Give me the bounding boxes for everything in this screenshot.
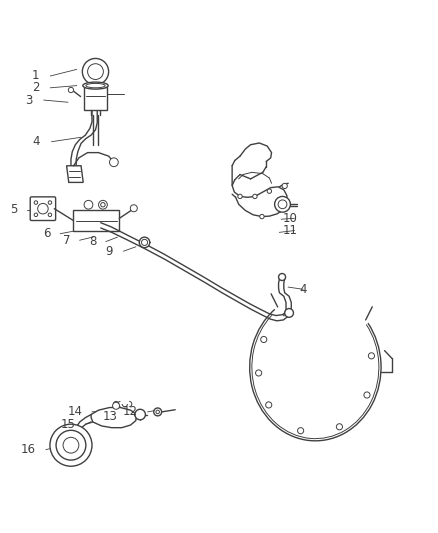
- Circle shape: [82, 59, 109, 85]
- Circle shape: [253, 194, 257, 199]
- Circle shape: [267, 189, 272, 193]
- Circle shape: [336, 424, 343, 430]
- Circle shape: [282, 183, 287, 189]
- Text: 7: 7: [63, 233, 70, 247]
- Text: 4: 4: [299, 283, 307, 296]
- Circle shape: [63, 437, 79, 453]
- Circle shape: [113, 402, 120, 409]
- Circle shape: [238, 194, 242, 199]
- Circle shape: [101, 203, 105, 207]
- Circle shape: [285, 309, 293, 317]
- Text: 15: 15: [60, 418, 75, 431]
- Circle shape: [279, 273, 286, 280]
- Circle shape: [275, 197, 290, 212]
- Polygon shape: [91, 408, 137, 427]
- Text: 12: 12: [123, 406, 138, 418]
- Circle shape: [368, 353, 374, 359]
- Circle shape: [88, 64, 103, 79]
- Circle shape: [110, 158, 118, 167]
- Circle shape: [260, 214, 264, 219]
- FancyBboxPatch shape: [84, 87, 107, 110]
- FancyBboxPatch shape: [74, 210, 119, 231]
- Circle shape: [261, 336, 267, 343]
- Circle shape: [38, 204, 48, 214]
- Circle shape: [156, 410, 159, 414]
- Text: 5: 5: [10, 203, 18, 216]
- Text: 4: 4: [33, 135, 40, 148]
- Circle shape: [139, 237, 150, 248]
- Circle shape: [34, 213, 38, 216]
- Circle shape: [364, 392, 370, 398]
- Text: 8: 8: [89, 235, 96, 248]
- Circle shape: [131, 205, 137, 212]
- Circle shape: [278, 200, 287, 209]
- Circle shape: [68, 87, 74, 93]
- Text: 14: 14: [67, 406, 82, 418]
- Text: 9: 9: [106, 245, 113, 257]
- Circle shape: [84, 200, 93, 209]
- Text: 1: 1: [32, 69, 39, 83]
- Circle shape: [56, 430, 86, 460]
- Circle shape: [266, 402, 272, 408]
- Circle shape: [141, 239, 148, 246]
- Text: 2: 2: [32, 82, 39, 94]
- Polygon shape: [67, 166, 83, 182]
- Ellipse shape: [83, 82, 108, 89]
- Text: 11: 11: [283, 224, 298, 237]
- Circle shape: [48, 201, 52, 204]
- Circle shape: [48, 213, 52, 216]
- Text: 16: 16: [21, 443, 36, 456]
- Circle shape: [34, 201, 38, 204]
- Text: 6: 6: [43, 227, 50, 240]
- Circle shape: [154, 408, 162, 416]
- Circle shape: [99, 200, 107, 209]
- Ellipse shape: [86, 84, 105, 88]
- Text: 10: 10: [283, 212, 298, 225]
- Circle shape: [255, 370, 261, 376]
- Circle shape: [135, 409, 145, 420]
- Text: 13: 13: [102, 410, 117, 423]
- Circle shape: [297, 427, 304, 434]
- FancyBboxPatch shape: [30, 197, 56, 221]
- Circle shape: [50, 424, 92, 466]
- Text: 3: 3: [25, 94, 33, 107]
